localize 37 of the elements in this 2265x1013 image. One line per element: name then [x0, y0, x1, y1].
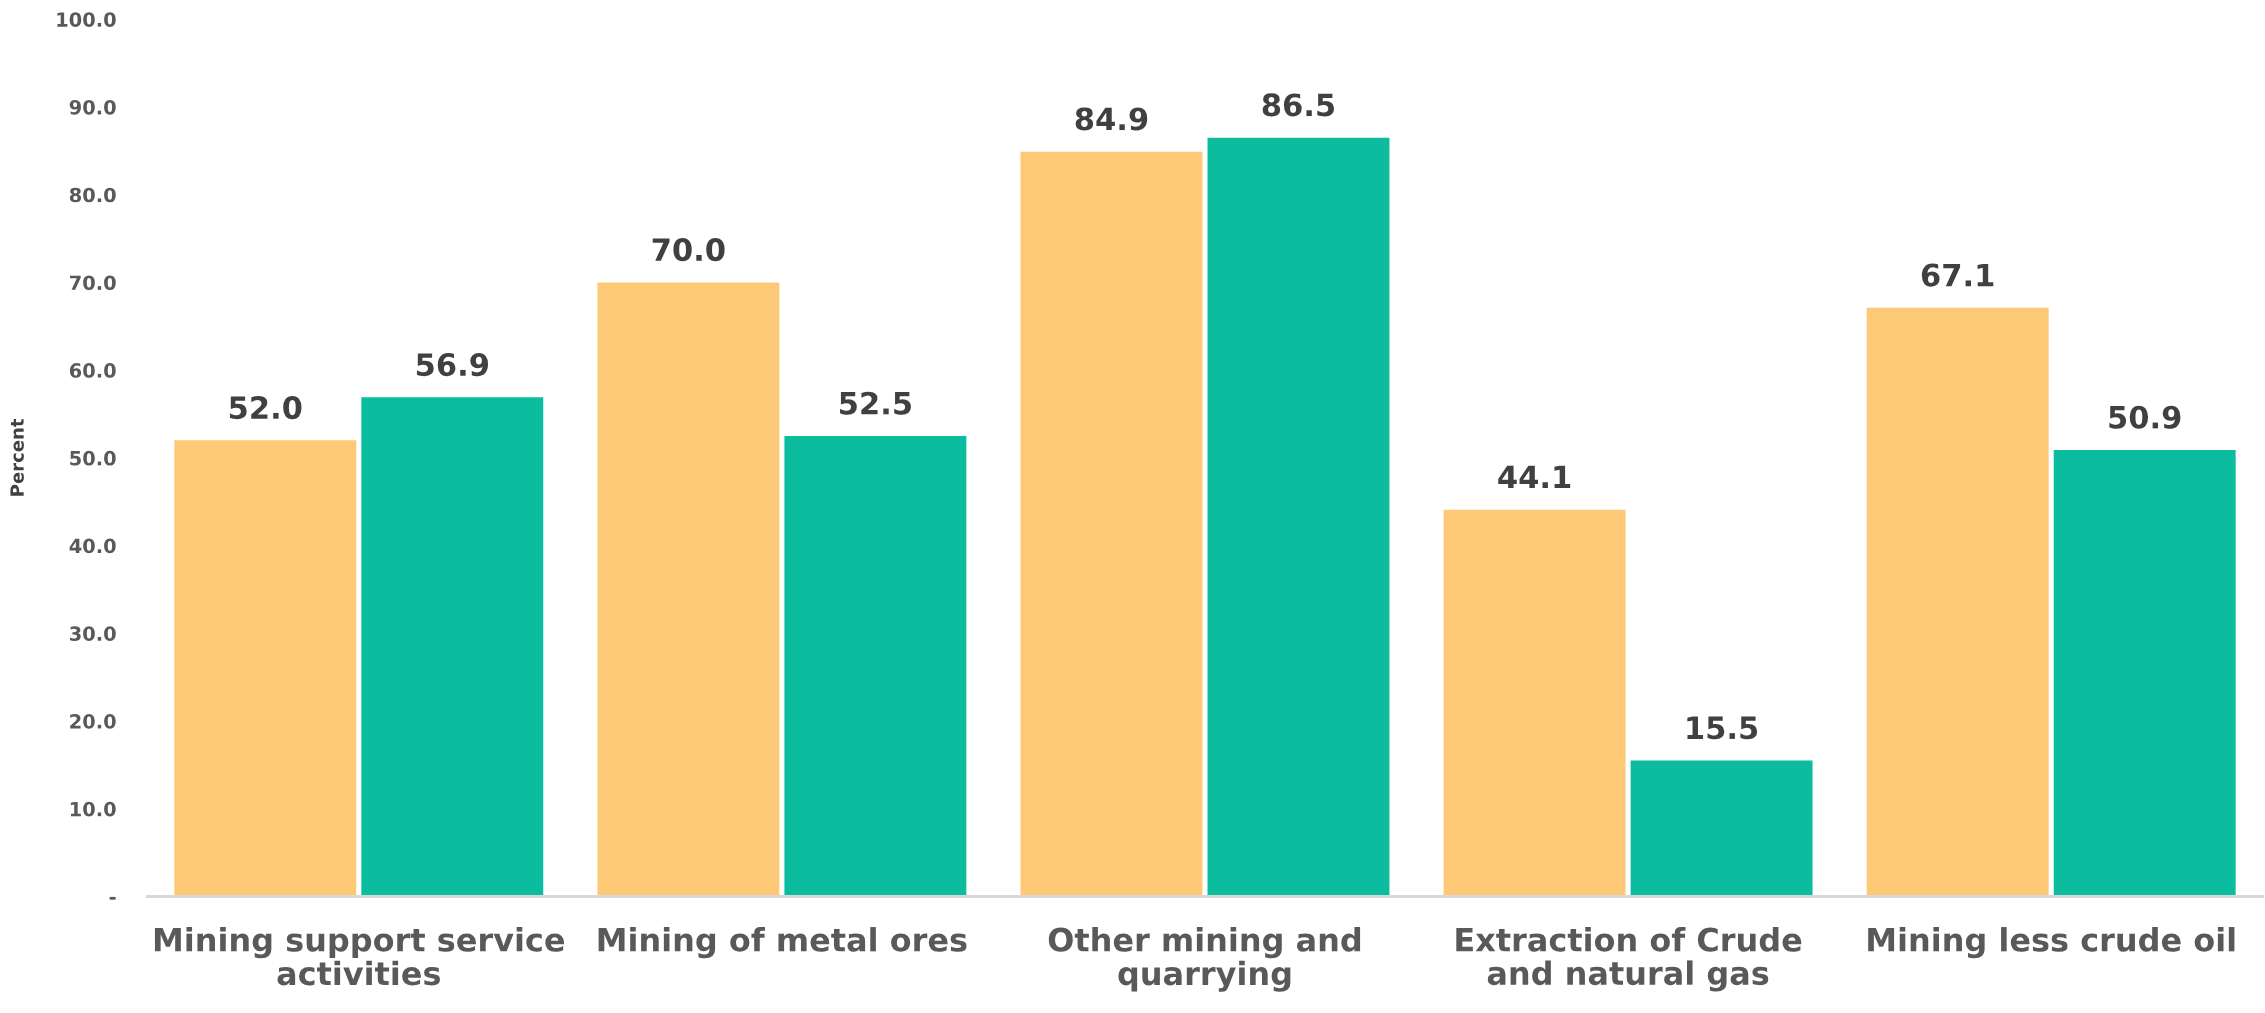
x-tick-label: Other mining and quarrying: [1048, 927, 1361, 992]
data-label: 56.9: [416, 353, 489, 377]
y-tick-label: 70.0: [70, 275, 116, 291]
y-tick-label: 100.0: [57, 12, 116, 27]
data-label: 67.1: [1921, 263, 1994, 287]
y-tick-label: 40.0: [69, 538, 116, 554]
bar: [174, 440, 357, 897]
x-tick-label: Mining less crude oil: [1868, 927, 2235, 959]
data-label: 15.5: [1687, 716, 1758, 740]
bar: [1630, 760, 1813, 897]
x-tick-label: Extraction of Crude and natural gas: [1456, 927, 1802, 992]
data-label: 86.5: [1262, 93, 1335, 117]
x-tick-label: Mining of metal ores: [598, 927, 967, 959]
y-tick-label: -: [109, 896, 116, 900]
y-tick-label: 30.0: [70, 626, 116, 641]
x-tick-label: Mining support service activities: [154, 927, 565, 986]
bar: [1020, 151, 1203, 897]
bar: [1207, 137, 1390, 897]
y-tick-label: 90.0: [69, 99, 116, 115]
y-tick-label: 50.0: [70, 450, 116, 466]
bar: [597, 282, 780, 897]
bar: [2053, 449, 2236, 897]
y-tick-label: 60.0: [69, 363, 116, 378]
bar: [784, 435, 967, 897]
y-axis-title: Percent: [10, 418, 24, 496]
bar: [1443, 509, 1626, 897]
y-tick-label: 10.0: [70, 801, 116, 817]
data-label: 44.1: [1498, 465, 1571, 488]
data-label: 52.5: [840, 391, 911, 415]
data-label: 84.9: [1075, 107, 1148, 131]
y-tick-label: 80.0: [69, 187, 116, 203]
data-label: 50.9: [2109, 405, 2181, 429]
data-label: 70.0: [652, 238, 725, 262]
bar: [1866, 307, 2049, 897]
y-tick-label: 20.0: [70, 714, 116, 729]
data-label: 52.0: [229, 396, 302, 420]
bar: [361, 397, 544, 897]
